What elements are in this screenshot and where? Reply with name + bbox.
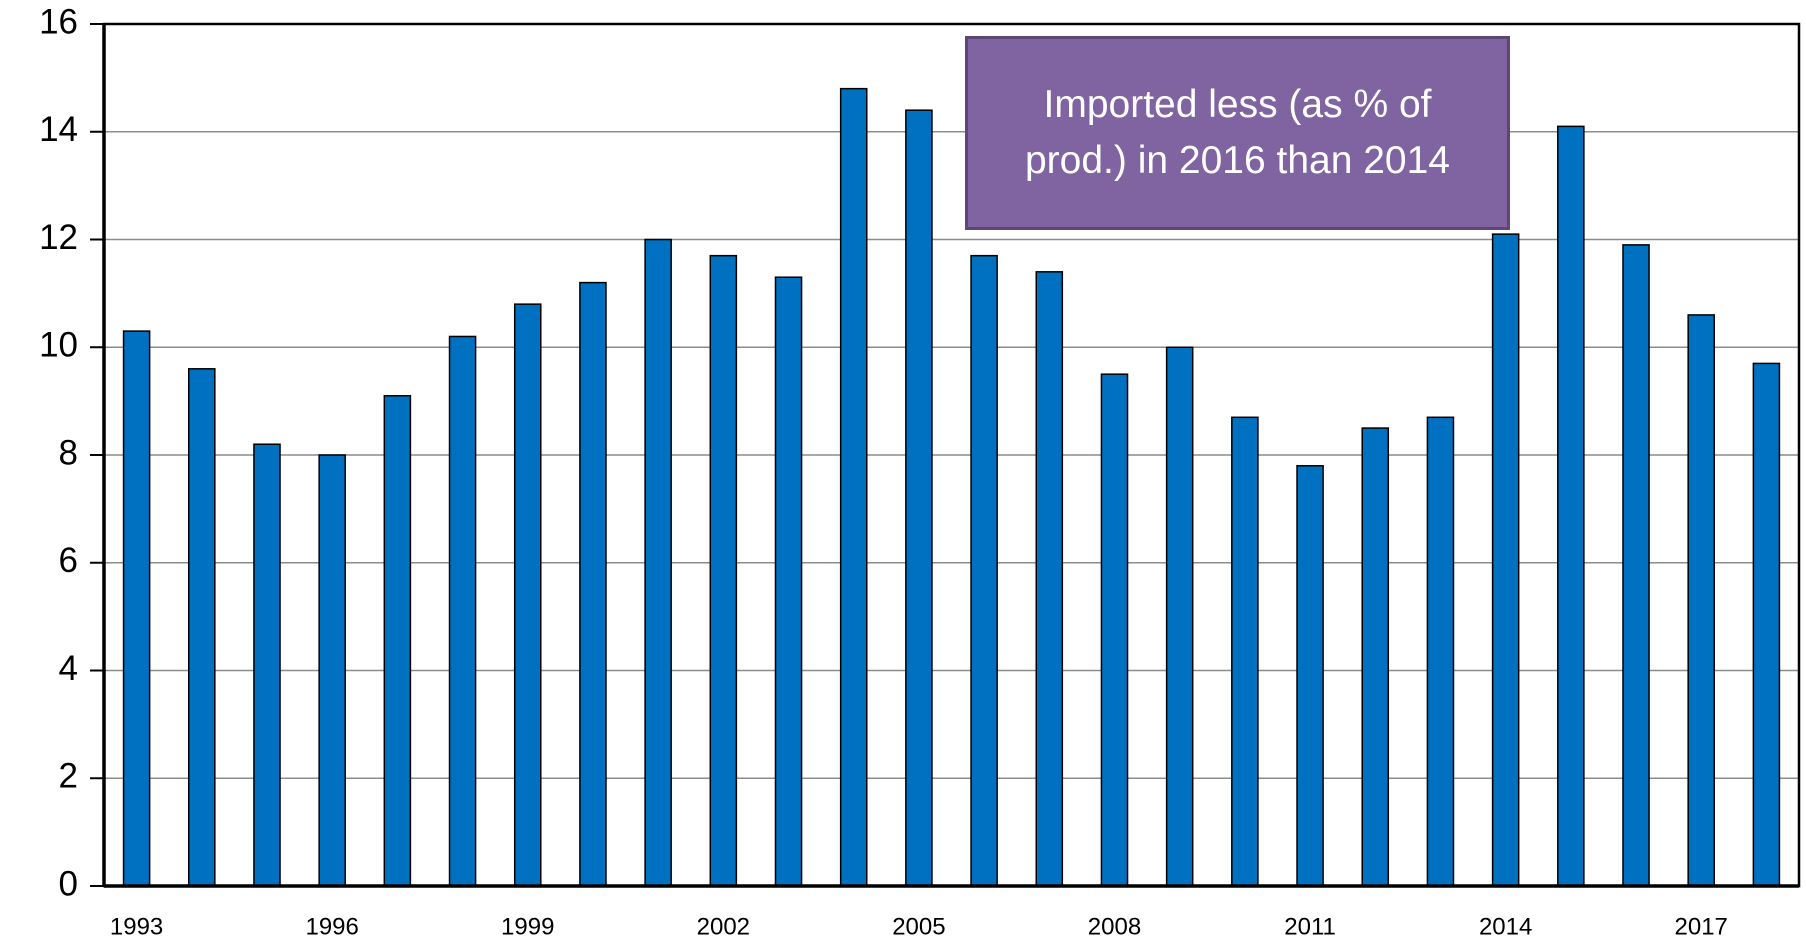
bar [1035, 271, 1064, 887]
bar [1491, 233, 1520, 887]
bar [188, 368, 216, 887]
bar [383, 394, 412, 887]
bar [839, 87, 868, 887]
y-tick-label: 14 [39, 110, 78, 149]
y-tick-label: 2 [59, 757, 78, 796]
bar [448, 335, 477, 887]
bar [644, 238, 672, 887]
annotation: Imported less (as % of prod.) in 2016 th… [965, 36, 1510, 230]
bar [1557, 125, 1585, 887]
bar [122, 330, 151, 887]
y-tick-label: 16 [39, 2, 78, 41]
bar [579, 281, 607, 887]
bar [774, 276, 803, 887]
x-tick-label: 1999 [501, 913, 554, 940]
bar [1752, 362, 1781, 887]
bar [970, 254, 998, 887]
bar [1361, 427, 1390, 887]
x-tick-label: 2008 [1088, 913, 1141, 940]
bar [905, 109, 933, 887]
bar [1100, 373, 1129, 887]
y-tick-label: 6 [59, 541, 78, 580]
y-tick-label: 12 [39, 218, 78, 257]
x-tick-label: 2005 [892, 913, 945, 940]
x-tick-label: 1996 [305, 913, 358, 940]
x-tick-label: 2017 [1675, 913, 1728, 940]
bar [1426, 416, 1455, 887]
x-tick-label: 2014 [1479, 913, 1532, 940]
y-tick-label: 8 [59, 433, 78, 472]
bar [318, 454, 346, 887]
bar [1231, 416, 1259, 887]
bar [253, 443, 281, 887]
bar [1687, 314, 1716, 887]
bar [709, 254, 738, 887]
bar [1165, 346, 1194, 887]
y-tick-label: 0 [59, 864, 78, 903]
bar [513, 303, 542, 887]
y-tick-label: 4 [59, 649, 78, 688]
bar [1296, 465, 1324, 887]
x-tick-label: 1993 [110, 913, 163, 940]
y-tick-label: 10 [39, 326, 78, 365]
bar [1622, 244, 1650, 887]
x-tick-label: 2011 [1284, 913, 1336, 940]
x-tick-label: 2002 [697, 913, 750, 940]
